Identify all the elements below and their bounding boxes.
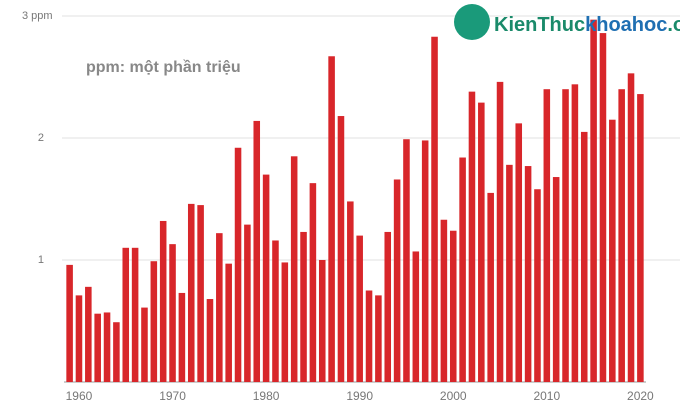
x-tick-label: 2010 <box>533 389 560 403</box>
bar <box>281 262 289 382</box>
bar <box>159 220 167 382</box>
watermark-text: KienThuckhoahoc.org <box>494 14 680 36</box>
bar <box>178 292 186 382</box>
bar <box>290 156 298 382</box>
bar <box>272 240 279 382</box>
bar <box>375 295 382 382</box>
watermark-part: .org <box>667 14 680 36</box>
bar <box>244 224 251 382</box>
bar <box>253 120 261 383</box>
bar <box>337 116 345 382</box>
bar <box>85 286 92 382</box>
bar <box>365 290 373 382</box>
bar <box>94 313 101 382</box>
bar <box>113 322 120 382</box>
bar <box>580 131 588 382</box>
bar <box>459 157 466 382</box>
bar <box>506 164 513 382</box>
bar <box>543 89 551 382</box>
bar <box>478 102 485 383</box>
bar <box>225 263 232 382</box>
bar <box>421 140 429 382</box>
annotation: ppm: một phần triệu <box>86 59 241 76</box>
x-tick-label: 1970 <box>159 389 186 403</box>
bar <box>515 123 523 383</box>
bar <box>66 264 73 382</box>
bar <box>431 36 438 383</box>
bar <box>571 84 579 382</box>
bar <box>150 261 158 382</box>
bar <box>216 233 223 382</box>
bar <box>412 251 420 382</box>
bar <box>206 299 214 382</box>
bar <box>234 147 242 382</box>
bar <box>356 235 363 382</box>
bar <box>618 89 625 382</box>
watermark-part: KienThuc <box>494 14 585 36</box>
bar <box>590 19 597 382</box>
x-tick-label: 1980 <box>253 389 280 403</box>
bar <box>75 295 83 382</box>
bar <box>637 94 644 382</box>
bar <box>187 203 195 382</box>
bar <box>524 166 532 382</box>
bar <box>197 205 204 382</box>
bar <box>449 230 457 382</box>
bar <box>552 177 560 382</box>
bar <box>131 247 139 382</box>
x-tick-label: 1990 <box>346 389 373 403</box>
bar <box>309 183 317 382</box>
bar <box>169 244 176 382</box>
bar <box>496 81 504 382</box>
bar <box>318 260 326 382</box>
bar <box>384 231 392 382</box>
bar <box>103 312 111 382</box>
bar <box>300 231 307 382</box>
logo <box>454 4 490 40</box>
watermark: KienThuckhoahoc.org <box>454 4 680 40</box>
bar <box>609 119 616 382</box>
y-tick-label: 1 <box>38 254 44 266</box>
bar <box>328 56 335 382</box>
bar <box>403 139 410 382</box>
bar <box>347 201 354 382</box>
x-tick-label: 2020 <box>627 389 654 403</box>
x-tick-label: 2000 <box>440 389 467 403</box>
bar <box>487 192 494 382</box>
x-tick-label: 1960 <box>66 389 93 403</box>
bar <box>562 89 569 382</box>
bar <box>468 91 476 382</box>
y-tick-label: 2 <box>38 132 44 144</box>
bar <box>599 33 607 382</box>
bar <box>141 307 148 382</box>
bar <box>393 179 401 382</box>
bar <box>534 189 541 382</box>
bar <box>627 73 635 382</box>
bar <box>122 247 130 382</box>
y-tick-label: 3 ppm <box>22 10 53 22</box>
watermark-part: khoahoc <box>585 14 667 36</box>
bar <box>440 219 448 382</box>
bar <box>262 174 270 382</box>
